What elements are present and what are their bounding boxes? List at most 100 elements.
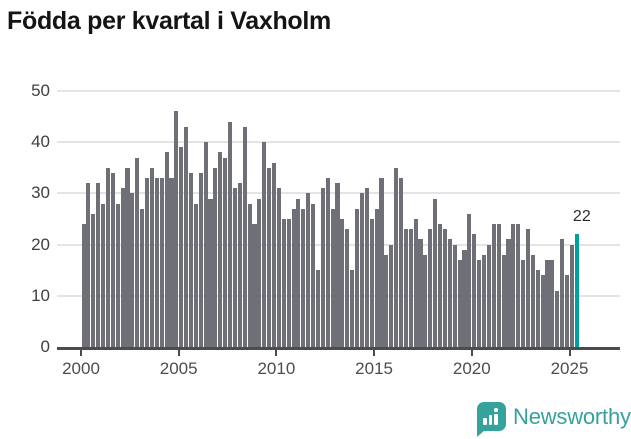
y-axis-label-30: 30 (31, 183, 50, 203)
y-axis-label-10: 10 (31, 285, 50, 305)
bar-2017-q2 (418, 239, 423, 347)
bar-2002-q2 (125, 167, 130, 347)
bar-2014-q3 (364, 188, 369, 347)
bar-2006-q2 (203, 142, 208, 347)
bar-2000-q2 (86, 183, 91, 347)
bar-2008-q3 (247, 203, 252, 347)
bar-2000-q4 (96, 183, 101, 347)
bar-2015-q4 (389, 244, 394, 347)
brand-name: Newsworthy (513, 403, 631, 429)
bar-2009-q4 (271, 162, 277, 347)
bar-2010-q3 (286, 219, 291, 347)
bar-2023-q4 (545, 259, 550, 347)
newsworthy-logo[interactable]: Newsworthy (477, 402, 631, 437)
bar-2024-q4 (565, 275, 570, 347)
bar-2007-q1 (218, 152, 223, 347)
bar-2022-q1 (511, 224, 516, 347)
bar-2004-q2 (164, 152, 169, 347)
chart-title: Födda per kvartal i Vaxholm (7, 7, 331, 35)
bar-2016-q2 (398, 178, 404, 347)
gridline-50 (57, 90, 620, 92)
bar-2000-q1 (81, 224, 86, 347)
bar-2001-q3 (110, 172, 115, 347)
bar-2012-q3 (325, 178, 330, 347)
x-axis-tick-2005 (177, 350, 180, 356)
bar-2024-q1 (550, 259, 555, 347)
bar-2022-q3 (521, 259, 526, 347)
bar-2011-q1 (296, 198, 301, 347)
bar-2014-q1 (355, 208, 360, 347)
x-axis-tick-2025 (568, 350, 571, 356)
bar-2005-q2 (184, 126, 189, 347)
bar-chart-speech-bubble-icon (477, 402, 506, 437)
x-axis-tick-2000 (80, 350, 82, 356)
bar-2008-q4 (252, 224, 257, 347)
bar-2010-q2 (281, 219, 286, 347)
bar-2018-q4 (447, 239, 452, 347)
bar-2014-q2 (359, 193, 364, 347)
bar-2015-q1 (374, 208, 379, 347)
bar-2001-q2 (105, 167, 110, 347)
bar-2021-q4 (506, 239, 511, 347)
bar-2002-q4 (135, 157, 140, 347)
bar-2011-q2 (301, 208, 306, 347)
bar-2016-q3 (403, 229, 408, 347)
bar-2005-q1 (179, 147, 184, 347)
bar-2020-q4 (486, 244, 491, 347)
bar-2003-q1 (140, 208, 145, 347)
bar-2025-q1 (569, 244, 574, 347)
y-axis-label-20: 20 (31, 234, 50, 254)
bar-2021-q3 (501, 254, 506, 347)
bar-2003-q2 (144, 178, 150, 347)
bar-2008-q1 (237, 183, 242, 347)
bar-2022-q4 (525, 229, 531, 347)
bar-2017-q4 (428, 229, 433, 347)
y-axis-label-40: 40 (31, 132, 50, 152)
bar-2013-q2 (340, 219, 345, 347)
bar-2000-q3 (91, 213, 96, 347)
bar-2011-q3 (306, 193, 311, 347)
bar-2009-q2 (262, 142, 267, 347)
bar-2023-q2 (535, 270, 540, 347)
bar-2010-q1 (276, 188, 281, 347)
bar-2002-q3 (130, 193, 135, 347)
bar-2016-q1 (394, 167, 399, 347)
bar-2020-q3 (481, 254, 487, 347)
bar-2007-q4 (232, 188, 237, 347)
y-axis-label-0: 0 (40, 337, 50, 356)
bar-2016-q4 (408, 229, 413, 347)
bar-2019-q4 (467, 213, 472, 347)
bar-2021-q2 (496, 224, 501, 347)
x-axis-tick-2015 (373, 350, 376, 356)
x-axis-label-2015: 2015 (355, 359, 393, 378)
bar-2014-q4 (369, 219, 374, 347)
bar-2017-q1 (413, 219, 418, 347)
bar-2010-q4 (291, 208, 296, 347)
bar-2018-q1 (433, 198, 438, 347)
bar-2001-q1 (101, 203, 106, 347)
bar-2011-q4 (311, 203, 316, 347)
bar-2013-q3 (345, 229, 350, 347)
bar-2019-q1 (452, 244, 457, 347)
bar-2012-q1 (315, 270, 321, 347)
highlight-value-label: 22 (572, 208, 591, 226)
bar-2008-q2 (242, 126, 247, 347)
bar-2024-q2 (555, 290, 560, 347)
x-axis-line (57, 347, 620, 350)
bar-2006-q4 (213, 167, 218, 347)
x-axis-label-2005: 2005 (159, 359, 198, 378)
bar-2004-q1 (159, 178, 164, 347)
bar-2020-q1 (472, 234, 477, 347)
x-axis-label-2025: 2025 (550, 359, 589, 378)
bar-2003-q3 (149, 167, 154, 347)
gridline-40 (57, 141, 620, 144)
bar-2021-q1 (491, 224, 496, 347)
bar-2023-q1 (530, 254, 535, 347)
bar-2006-q3 (208, 198, 213, 347)
bar-2023-q3 (540, 275, 545, 347)
bar-2017-q3 (423, 254, 428, 347)
bar-2006-q1 (198, 172, 203, 347)
y-axis-label-50: 50 (31, 81, 50, 100)
x-axis-label-2000: 2000 (62, 359, 100, 378)
bar-2018-q3 (442, 229, 447, 347)
